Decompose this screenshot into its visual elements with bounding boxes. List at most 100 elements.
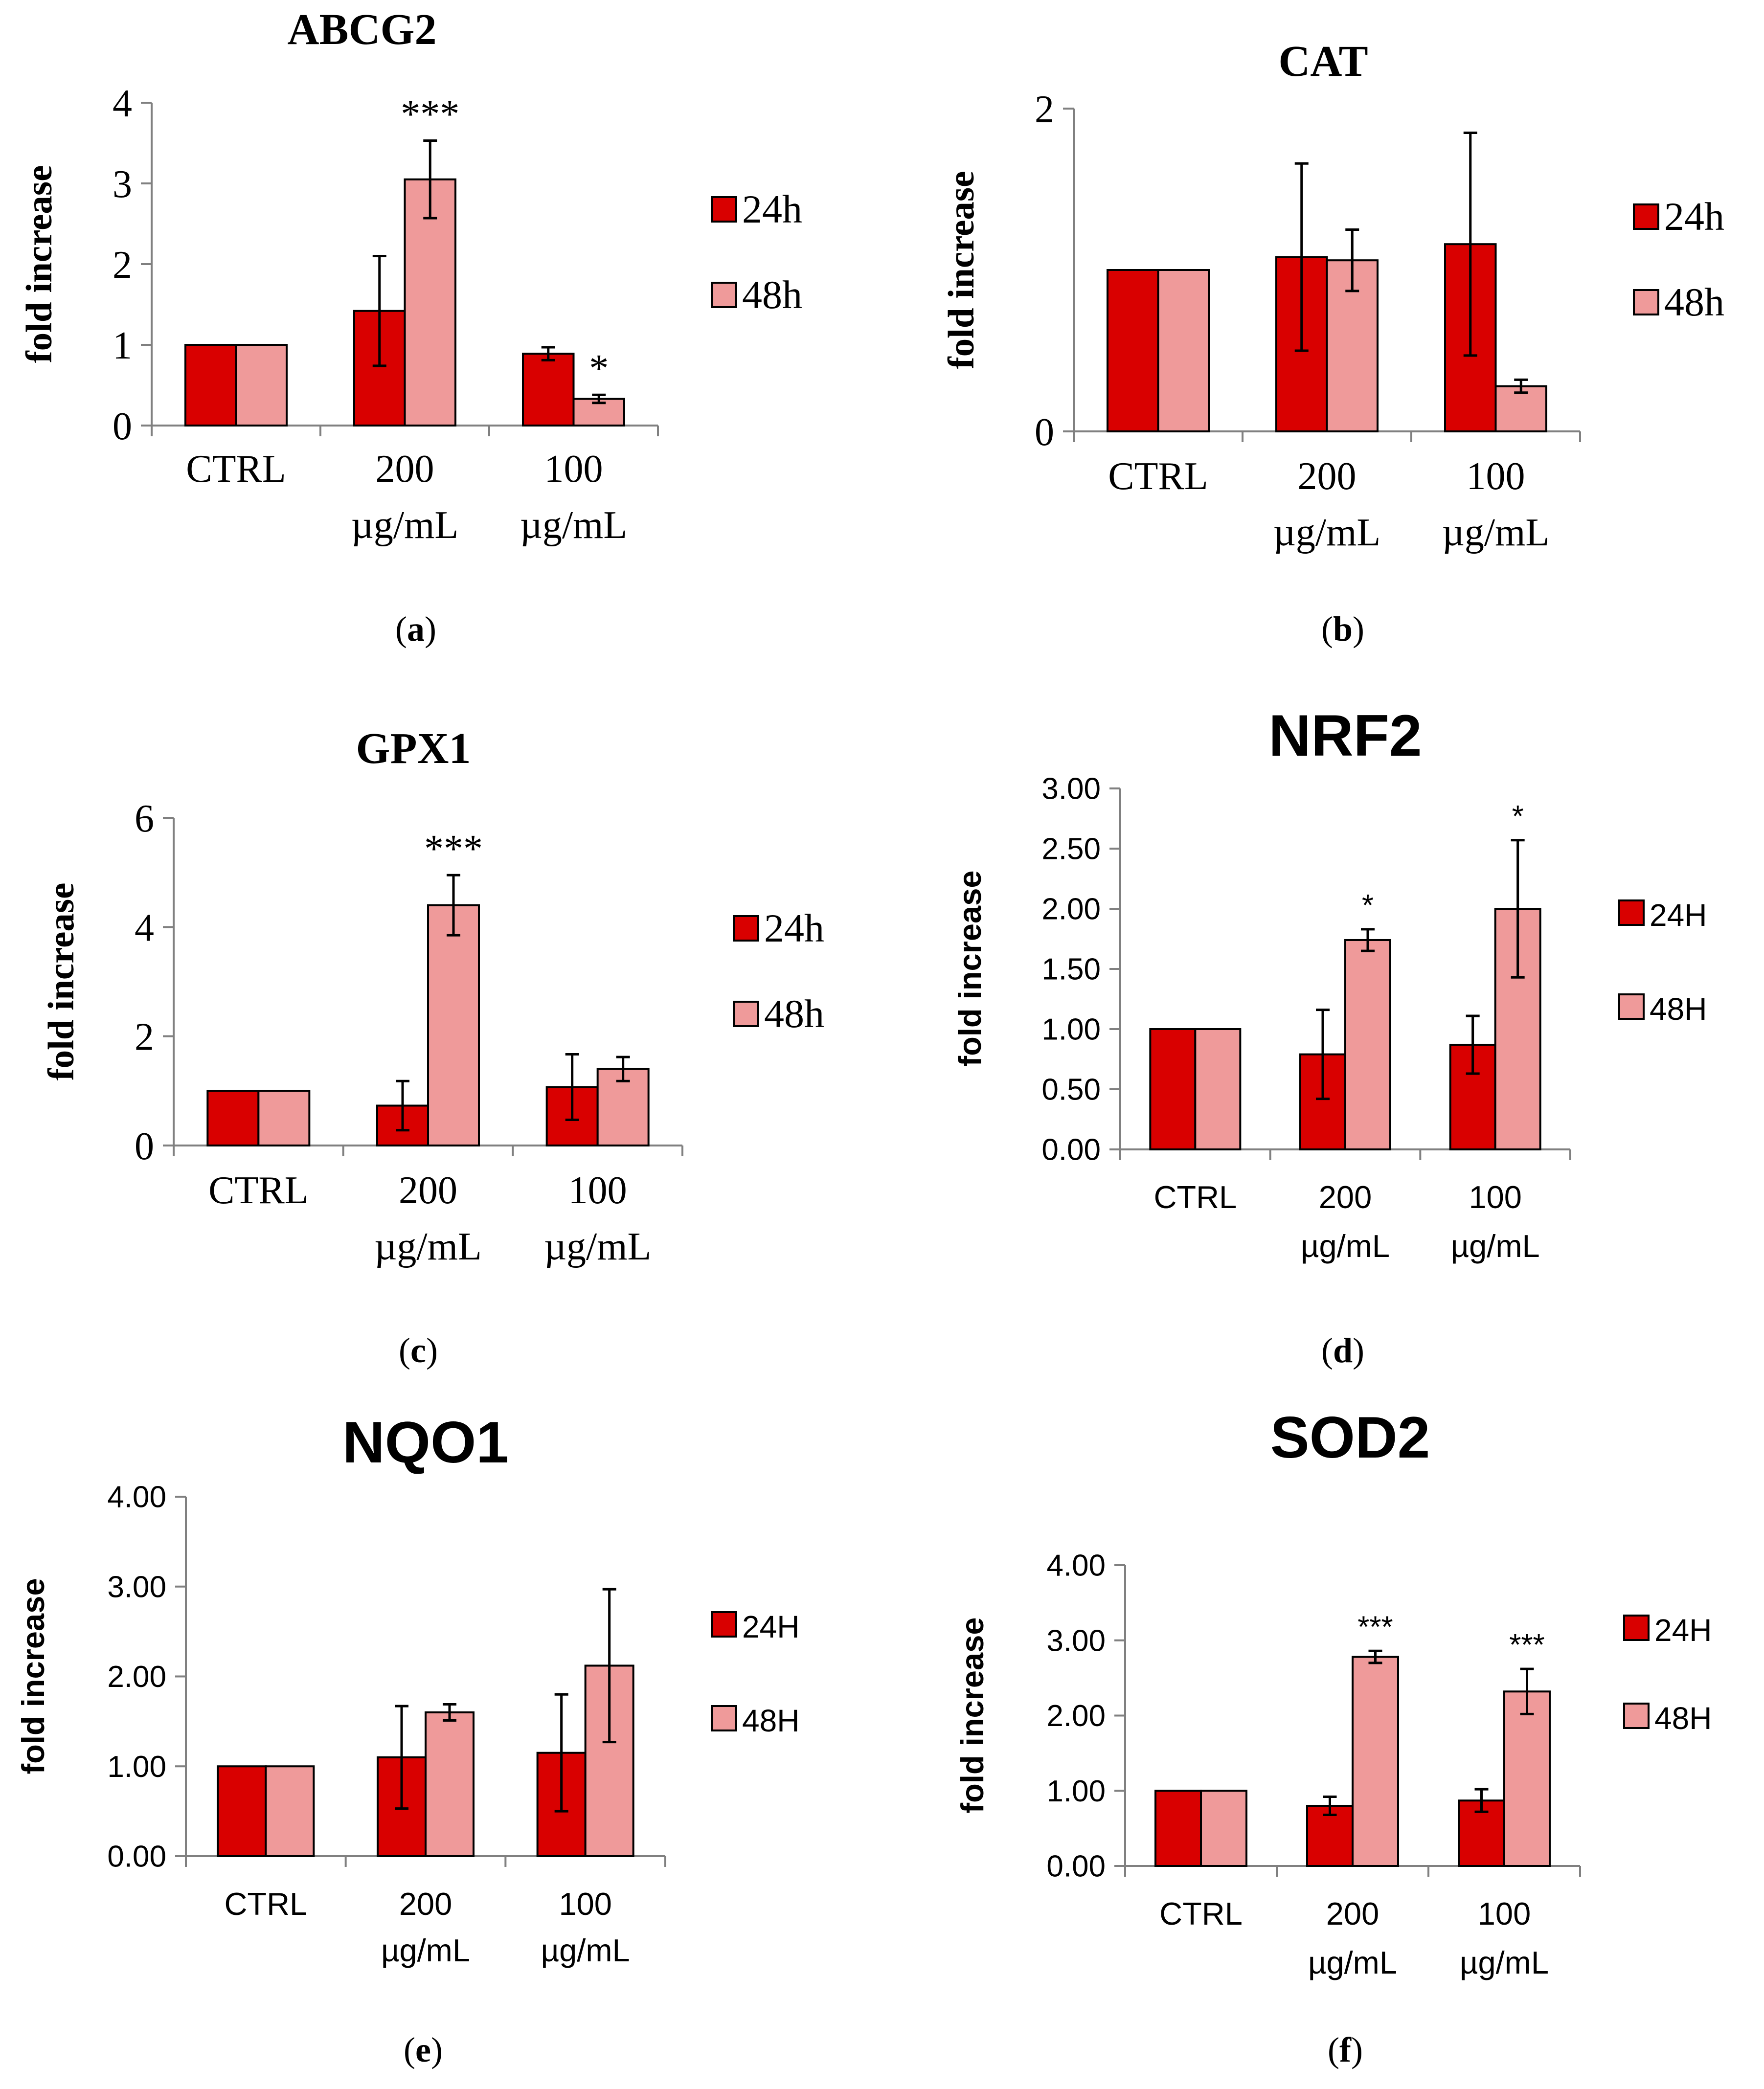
x-tick-label: µg/mL — [1460, 1945, 1549, 1980]
y-tick-label: 2 — [135, 1016, 154, 1059]
x-tick-label: 200 — [399, 1169, 457, 1212]
legend-swatch-48h — [711, 282, 737, 308]
legend-swatch-24h — [733, 915, 759, 942]
significance-marker: * — [1512, 800, 1524, 833]
significance-marker: *** — [1509, 1628, 1544, 1662]
x-tick-label: 100 — [544, 448, 603, 491]
y-axis-label: fold increase — [19, 165, 60, 363]
legend-label: 24H — [742, 1609, 799, 1644]
bar-48H-2 — [1503, 1690, 1551, 1867]
bar-48h-1 — [404, 178, 456, 427]
caption-paren-close: ) — [431, 2030, 443, 2069]
y-axis-label: fold increase — [41, 883, 82, 1081]
x-tick-label: 200 — [1319, 1179, 1372, 1215]
panel-caption: (d) — [1321, 1331, 1364, 1370]
x-tick-label: µg/mL — [1308, 1945, 1397, 1980]
chart-panel-c: GPX1 fold increase 0 2 4 6 CTRL 200 µg/mL 100 µg/m… — [41, 724, 824, 1370]
legend-swatch-24h — [711, 196, 737, 223]
y-axis-label: fold increase — [15, 1578, 51, 1775]
y-tick-label: 0.00 — [1041, 1133, 1101, 1167]
x-tick-label: µg/mL — [1442, 511, 1549, 554]
x-tick-label: 200 — [376, 448, 434, 491]
y-tick-label: 1.00 — [1041, 1013, 1101, 1047]
x-tick-label: µg/mL — [374, 1225, 481, 1268]
y-tick-label: 0 — [135, 1125, 154, 1168]
x-tick-label: CTRL — [1159, 1896, 1243, 1932]
y-tick-label: 2.00 — [1046, 1699, 1106, 1733]
y-tick-label: 4.00 — [107, 1481, 166, 1514]
y-tick-label: 1.00 — [107, 1750, 166, 1784]
x-tick-label: CTRL — [224, 1886, 307, 1922]
bar-48H-1 — [1344, 939, 1391, 1150]
y-tick-label: 0.00 — [1046, 1850, 1106, 1884]
bar-48h-1 — [427, 904, 480, 1146]
legend-swatch-24H — [711, 1611, 737, 1638]
y-tick-label: 3.00 — [1046, 1624, 1106, 1658]
y-tick-label: 0.00 — [107, 1840, 166, 1874]
significance-marker: * — [1362, 889, 1374, 922]
y-axis-label: fold increase — [954, 1617, 990, 1814]
legend-label: 48H — [742, 1703, 799, 1738]
bar-48h-0 — [257, 1090, 311, 1146]
caption-paren-close: ) — [1353, 1331, 1364, 1370]
panel-caption: (f) — [1328, 2030, 1363, 2069]
bar-48H-1 — [1352, 1656, 1399, 1867]
caption-paren-close: ) — [425, 609, 436, 649]
legend-swatch-48H — [711, 1705, 737, 1731]
y-tick-label: 2.00 — [107, 1660, 166, 1694]
y-tick-label: 4 — [113, 82, 132, 125]
chart-title: NQO1 — [342, 1410, 509, 1475]
bar-48H-0 — [265, 1765, 315, 1857]
x-tick-label: 200 — [1326, 1896, 1379, 1932]
bar-24h-0 — [206, 1090, 260, 1146]
legend-label: 48h — [764, 991, 824, 1036]
x-tick-label: 100 — [559, 1886, 611, 1922]
x-tick-label: µg/mL — [520, 504, 627, 547]
panel-caption: (a) — [395, 609, 436, 649]
legend-label: 24H — [1654, 1613, 1712, 1648]
y-tick-label: 6 — [135, 797, 154, 840]
panel-caption: (c) — [399, 1331, 438, 1370]
x-tick-label: µg/mL — [381, 1932, 470, 1968]
legend-swatch-48h — [1633, 289, 1659, 315]
y-tick-label: 3.00 — [1041, 772, 1101, 806]
bar-48H-0 — [1194, 1028, 1242, 1150]
legend-swatch-24H — [1623, 1615, 1650, 1641]
bar-24H-0 — [1149, 1028, 1197, 1150]
y-tick-label: 1 — [113, 324, 132, 367]
x-tick-label: 100 — [568, 1169, 627, 1212]
caption-letter: f — [1339, 2030, 1352, 2069]
bar-48h-0 — [235, 344, 288, 427]
y-tick-label: 4 — [135, 906, 154, 949]
chart-panel-a: ABCG2 fold increase 0 1 2 3 4 CTRL 200 µg/mL 100 µg… — [19, 5, 802, 649]
bar-24h-2 — [522, 353, 575, 427]
chart-panel-f: SOD2 fold increase 0.00 1.00 2.00 3.00 4.00 CTR… — [954, 1405, 1712, 2069]
y-tick-label: 3 — [113, 163, 132, 206]
chart-title: NRF2 — [1268, 703, 1422, 768]
chart-panel-e: NQO1 fold increase 0.00 1.00 2.00 3.00 4.00 CTR… — [15, 1410, 799, 2069]
x-tick-label: 200 — [1298, 455, 1357, 498]
legend-swatch-24H — [1618, 899, 1645, 926]
caption-letter: a — [407, 609, 425, 649]
x-tick-label: µg/mL — [544, 1225, 651, 1268]
y-tick-label: 1.00 — [1046, 1775, 1106, 1808]
y-tick-label: 0 — [113, 405, 132, 448]
x-tick-label: CTRL — [186, 448, 286, 491]
x-tick-label: µg/mL — [351, 504, 458, 547]
legend-swatch-24h — [1633, 203, 1659, 230]
bar-24h-0 — [184, 344, 237, 427]
legend-label: 48h — [742, 272, 802, 317]
bar-24H-0 — [1154, 1790, 1202, 1867]
bar-48h-0 — [1157, 269, 1210, 432]
legend-label: 24h — [764, 906, 824, 950]
y-tick-label: 3.00 — [107, 1570, 166, 1604]
panel-caption: (b) — [1321, 609, 1364, 649]
caption-paren-open: ( — [1321, 609, 1333, 649]
significance-marker: *** — [424, 827, 483, 870]
x-tick-label: µg/mL — [1301, 1228, 1390, 1264]
x-tick-label: CTRL — [1153, 1179, 1237, 1215]
y-tick-label: 4.00 — [1046, 1549, 1106, 1583]
y-tick-label: 2.50 — [1041, 832, 1101, 866]
bar-24h-0 — [1107, 269, 1159, 432]
x-tick-label: CTRL — [208, 1169, 308, 1212]
